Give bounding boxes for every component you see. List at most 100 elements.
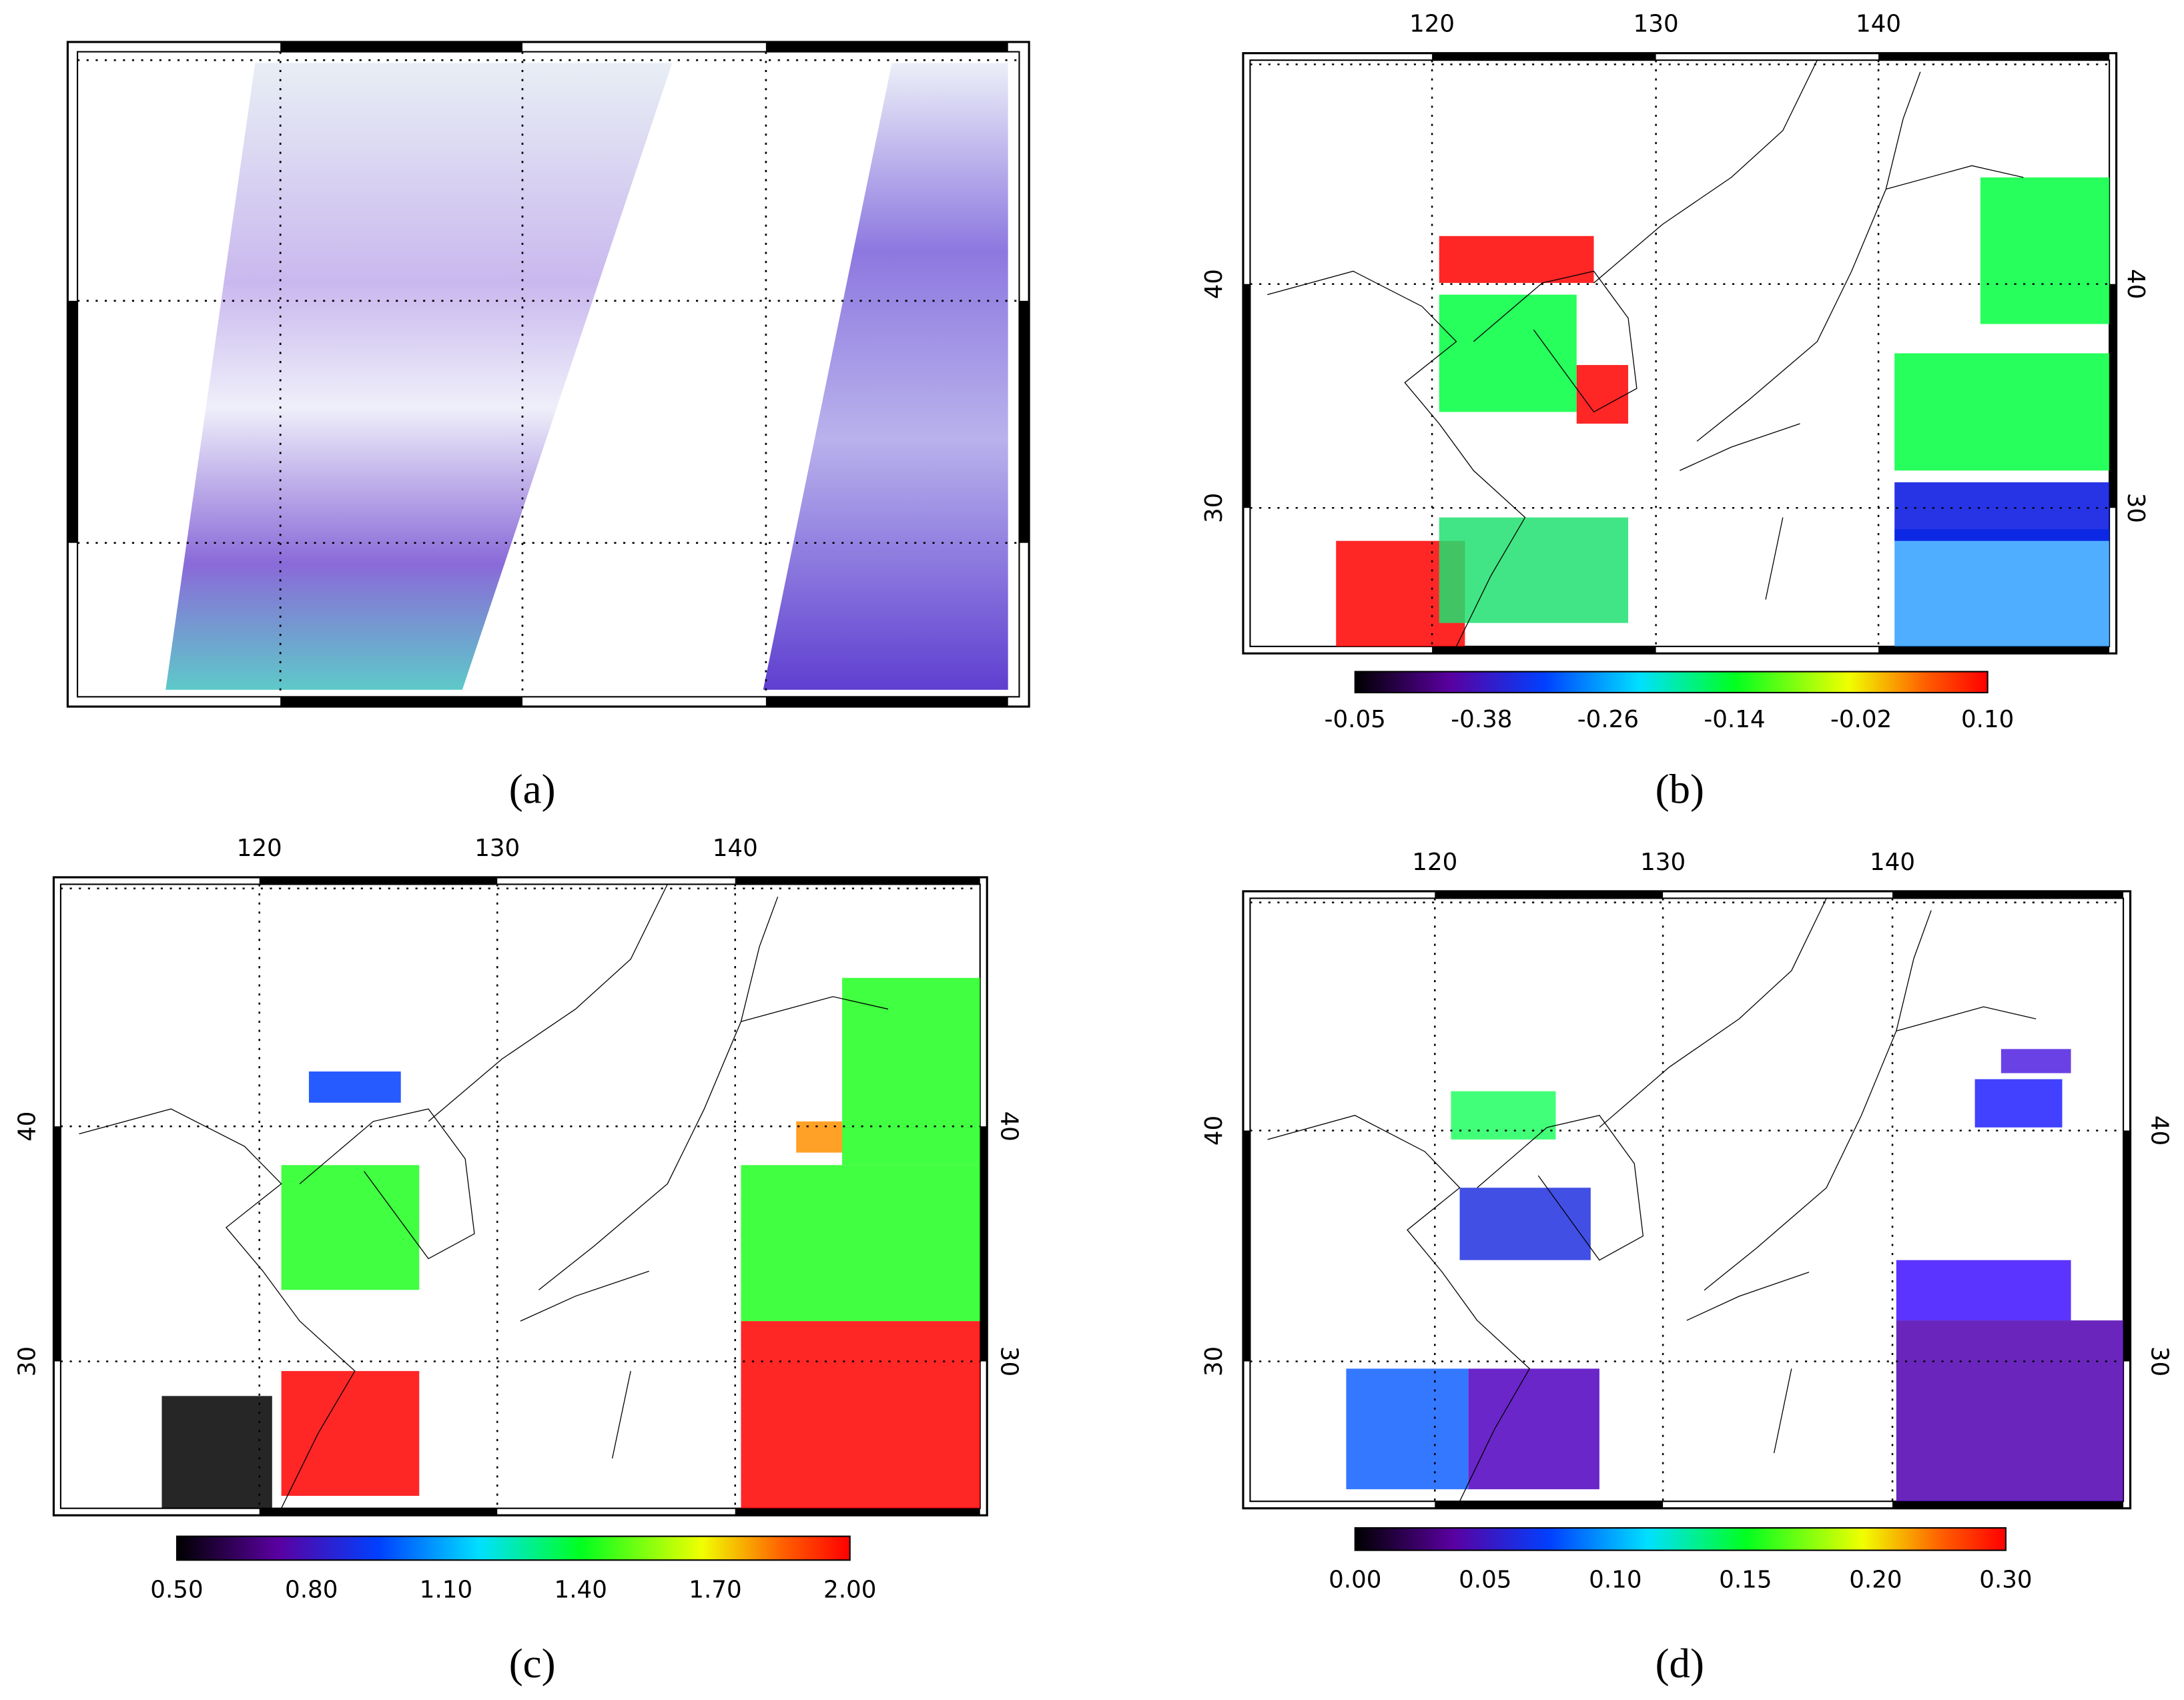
edge-bar — [53, 1126, 61, 1362]
edge-bar — [1892, 891, 2124, 899]
retrieval-area — [1451, 1091, 1556, 1140]
panel-label: (a) — [509, 766, 556, 813]
retrieval-area — [281, 1165, 420, 1290]
colorbar-label: -0.38 — [1451, 706, 1512, 733]
retrieval-area — [1439, 236, 1594, 284]
longitude-label: 120 — [237, 835, 282, 862]
colorbar-label: -0.26 — [1577, 706, 1639, 733]
longitude-label: 140 — [713, 835, 758, 862]
colorbar-label: 1.10 — [420, 1576, 472, 1603]
edge-bars — [67, 41, 1030, 707]
edge-bar — [2109, 284, 2117, 508]
panel-label: (d) — [1656, 1640, 1704, 1687]
colorbar-label: 0.10 — [1961, 706, 2014, 733]
edge-bar — [259, 877, 498, 885]
edge-bar — [980, 1126, 988, 1362]
coastline — [79, 884, 887, 1508]
edge-bar — [1435, 891, 1664, 899]
colorbar-label: 0.50 — [150, 1576, 203, 1603]
latitude-label: 30 — [1200, 1346, 1228, 1376]
latitude-label: 40 — [2146, 1116, 2173, 1146]
latitude-label: 30 — [2146, 1346, 2173, 1376]
colorbar-label: 1.70 — [689, 1576, 741, 1603]
panel: 120 130 140 40 40 30 30 0.50 0.80 1.10 1.40 1.70 2.0… — [14, 835, 1023, 1603]
latitude-label: 40 — [14, 1112, 41, 1142]
edge-bar — [1242, 284, 1250, 508]
latitude-label: 30 — [2122, 493, 2149, 523]
retrieval-area — [1894, 353, 2110, 471]
satellite-swath — [763, 63, 1008, 690]
panel-label: (c) — [509, 1640, 556, 1687]
colorbar — [175, 1535, 851, 1561]
retrieval-area — [842, 977, 980, 1166]
colorbar-label: 0.15 — [1719, 1567, 1772, 1594]
retrieval-area — [1468, 1368, 1599, 1490]
edge-bar — [1432, 53, 1656, 61]
latitude-label: 30 — [996, 1346, 1023, 1376]
retrieval-area — [1894, 529, 2110, 647]
colorbar-label: -0.14 — [1704, 706, 1765, 733]
retrieval-area — [741, 1321, 980, 1509]
colorbar-label: 1.40 — [555, 1576, 607, 1603]
latitude-label: 40 — [1200, 269, 1228, 299]
retrieval-area — [1439, 294, 1577, 412]
retrieval-area — [741, 1165, 980, 1322]
longitude-label: 140 — [1856, 11, 1901, 38]
colorbar-label: 2.00 — [823, 1576, 876, 1603]
panel-a — [66, 41, 1030, 708]
retrieval-area — [1346, 1368, 1469, 1490]
panel-label: (b) — [1656, 766, 1704, 813]
edge-bar — [2123, 1130, 2131, 1362]
retrieval-area — [1896, 1260, 2071, 1321]
latitude-label: 40 — [996, 1112, 1023, 1142]
satellite-swath — [165, 63, 673, 690]
longitude-label: 130 — [474, 835, 520, 862]
coastline — [1267, 60, 2023, 647]
coastline — [79, 884, 887, 1508]
colorbar-label: 0.80 — [285, 1576, 338, 1603]
edge-bar — [1878, 646, 2110, 654]
edge-bar — [1892, 1501, 2124, 1509]
edge-bar — [1432, 646, 1656, 654]
colorbar-label: -0.05 — [1325, 706, 1386, 733]
edge-bar — [259, 1508, 498, 1516]
retrieval-area — [2000, 1049, 2071, 1074]
longitude-label: 120 — [1412, 849, 1457, 876]
latitude-label: 30 — [1200, 493, 1228, 523]
colorbar-label: 0.20 — [1849, 1567, 1902, 1594]
retrieval-area — [161, 1396, 272, 1509]
retrieval-area — [1459, 1188, 1591, 1260]
coastline — [1267, 60, 2023, 647]
retrieval-area — [281, 1370, 420, 1496]
longitude-label: 140 — [1870, 849, 1915, 876]
edge-bar — [735, 1508, 980, 1516]
latitude-label: 40 — [1200, 1116, 1228, 1146]
longitude-label: 130 — [1633, 11, 1679, 38]
coastline — [1268, 898, 2037, 1501]
retrieval-area — [1980, 177, 2110, 324]
colorbar-label: 0.10 — [1589, 1567, 1642, 1594]
panel: 120 130 140 40 40 30 30 -0.05 -0.38 -0.26 -0.14 -0.… — [1200, 11, 2149, 733]
edge-bar — [1242, 1130, 1250, 1362]
colorbar — [1354, 671, 1988, 694]
coastline — [1268, 898, 2037, 1501]
longitude-label: 130 — [1640, 849, 1686, 876]
colorbar-label: 0.05 — [1459, 1567, 1511, 1594]
latitude-label: 30 — [14, 1346, 41, 1376]
retrieval-area — [1894, 482, 2110, 541]
retrieval-area — [1974, 1079, 2063, 1128]
retrieval-area — [1896, 1320, 2124, 1502]
colorbar-label: -0.02 — [1830, 706, 1892, 733]
longitude-label: 120 — [1409, 11, 1455, 38]
colorbar-label: 0.30 — [1979, 1567, 2032, 1594]
edge-bar — [735, 877, 980, 885]
retrieval-area — [1576, 365, 1629, 424]
graticule — [77, 51, 1020, 697]
colorbar-label: 0.00 — [1329, 1567, 1381, 1594]
retrieval-area — [1439, 517, 1629, 623]
latitude-label: 40 — [2122, 269, 2149, 299]
edge-bar — [1878, 53, 2110, 61]
colorbar — [1354, 1527, 2007, 1551]
